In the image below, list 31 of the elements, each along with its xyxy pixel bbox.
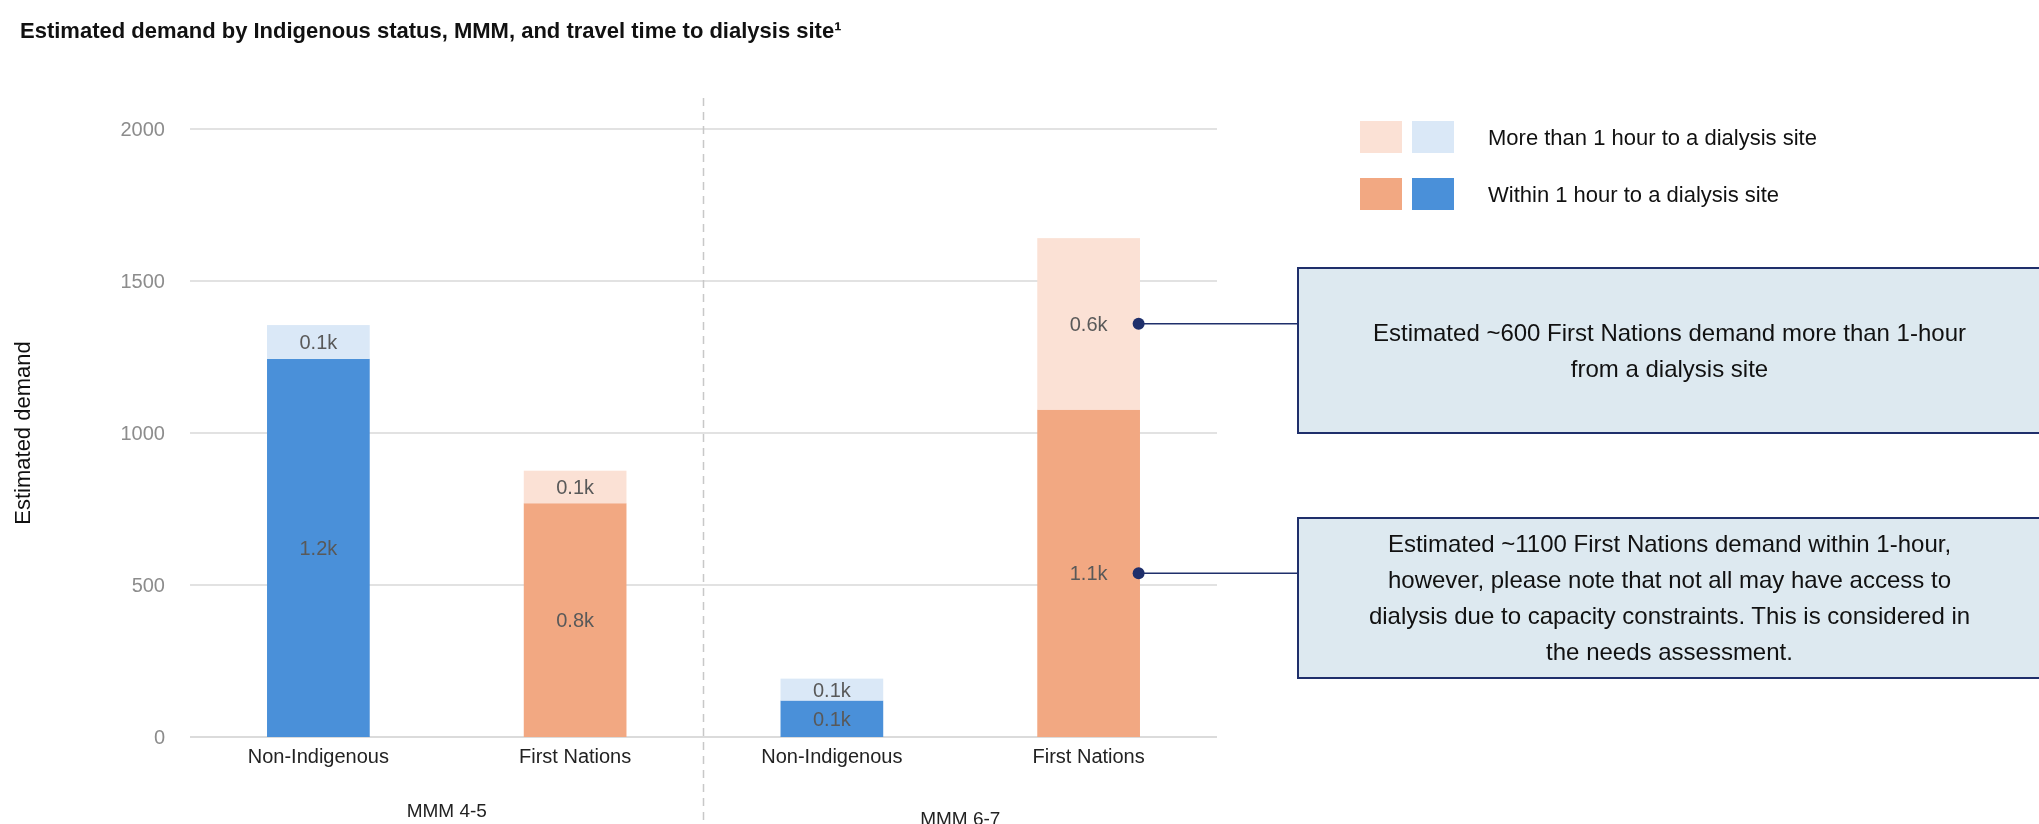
data-label: 0.8k — [556, 609, 596, 632]
data-label: 0.6k — [1069, 312, 1109, 335]
y-axis-title: Estimated demand — [10, 341, 35, 525]
bar — [267, 358, 370, 737]
bar — [780, 700, 884, 737]
data-label: 0.1k — [556, 475, 596, 498]
y-tick-label: 1500 — [120, 270, 165, 292]
bar — [1037, 409, 1140, 737]
x-tick-label: Non-Indigenous — [761, 745, 903, 767]
text: Estimated ~600 First Nations demand more than 1-hour from a dialysis site — [1372, 317, 1967, 384]
text: MMM 4-5 — [406, 800, 487, 821]
data-label: 1.2k — [299, 536, 339, 559]
x-tick-label: First Nations — [519, 745, 632, 767]
chart-title: Estimated demand by Indigenous status, MMM, and travel time to dialysis site¹ — [20, 18, 842, 43]
bar — [1037, 238, 1140, 410]
y-tick-label: 1000 — [120, 422, 165, 444]
data-label: 0.1k — [812, 707, 852, 730]
legend-label: More than 1 hour to a dialysis site — [1488, 124, 1817, 150]
x-tick-label: Non-Indigenous — [247, 745, 389, 767]
legend-label: Within 1 hour to a dialysis site — [1488, 181, 1780, 207]
data-label: 0.1k — [812, 678, 852, 701]
data-label: 0.1k — [299, 330, 339, 353]
bar — [267, 325, 370, 359]
data-label: 1.1k — [1069, 562, 1109, 585]
bar — [523, 470, 627, 504]
text: Estimated ~1100 First Nations demand within 1-hour, however, please note that not all may have access to dialysis due to capacity constraints. This is considered in the needs assessment. — [1367, 529, 1972, 667]
y-tick-label: 0 — [153, 726, 165, 748]
y-tick-label: 500 — [131, 574, 165, 596]
x-tick-label: First Nations — [1032, 745, 1145, 767]
bar — [523, 503, 627, 737]
y-tick-label: 2000 — [120, 118, 165, 140]
